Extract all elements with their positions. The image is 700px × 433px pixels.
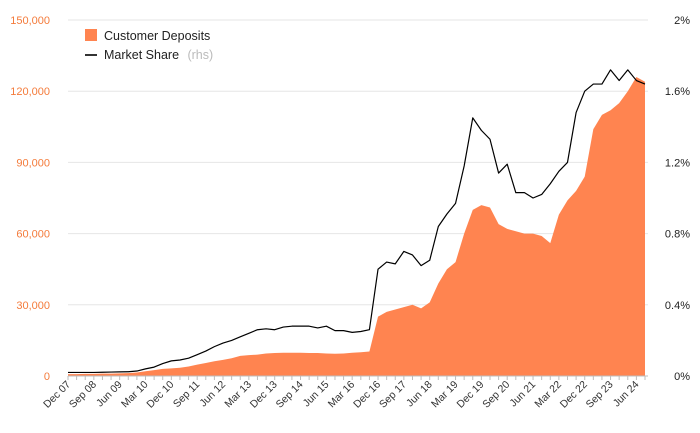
x-tick-label: Mar 10 <box>119 379 151 411</box>
x-tick-label: Sep 08 <box>67 379 99 411</box>
x-tick-label: Dec 19 <box>454 379 486 411</box>
y-right-tick-label: 1.2% <box>665 157 690 169</box>
x-tick-label: Dec 22 <box>558 379 590 411</box>
x-tick-label: Sep 14 <box>274 379 306 411</box>
y-axis-left: 0 30,000 60,000 90,000 120,000 150,000 <box>10 15 50 383</box>
x-tick-label: Jun 24 <box>611 379 642 410</box>
x-tick-label: Dec 16 <box>351 379 383 411</box>
y-right-tick-label: 1.6% <box>665 86 690 98</box>
legend-swatch-deposits <box>85 29 97 41</box>
legend-label-market-share: Market Share (rhs) <box>104 46 213 63</box>
x-tick-label: Jun 18 <box>404 379 435 410</box>
y-right-tick-label: 2% <box>674 15 690 27</box>
x-tick-label: Mar 19 <box>429 379 461 411</box>
y-right-tick-label: 0% <box>674 371 690 383</box>
x-tick-label: Jun 12 <box>197 379 228 410</box>
y-left-tick-label: 90,000 <box>16 157 50 169</box>
x-tick-label: Sep 17 <box>377 379 409 411</box>
customer-deposits-area-path <box>68 76 645 377</box>
legend-label-market-share-name: Market Share <box>104 48 179 62</box>
market-share-line-path <box>68 69 646 374</box>
x-tick-label: Dec 07 <box>41 379 73 411</box>
y-left-tick-label: 0 <box>44 371 50 383</box>
legend: Customer Deposits Market Share (rhs) <box>85 29 213 63</box>
x-tick-label: Sep 20 <box>480 379 512 411</box>
x-tick-label: Jun 21 <box>507 379 538 410</box>
x-tick-label: Sep 23 <box>584 379 616 411</box>
y-left-tick-label: 120,000 <box>10 86 50 98</box>
y-right-tick-label: 0.8% <box>665 229 690 241</box>
legend-label-deposits: Customer Deposits <box>104 29 210 43</box>
x-tick-label: Dec 13 <box>248 379 280 411</box>
x-tick-label: Mar 13 <box>222 379 254 411</box>
x-tick-label: Mar 16 <box>326 379 358 411</box>
y-left-tick-label: 30,000 <box>16 300 50 312</box>
customer-deposits-area <box>68 76 645 377</box>
x-axis <box>67 375 648 380</box>
x-tick-label: Jun 09 <box>94 379 125 410</box>
x-tick-label: Jun 15 <box>301 379 332 410</box>
y-left-tick-label: 150,000 <box>10 15 50 27</box>
x-tick-label: Sep 11 <box>171 379 203 411</box>
y-left-tick-label: 60,000 <box>16 229 50 241</box>
x-tick-label: Mar 22 <box>532 379 564 411</box>
legend-label-market-share-suffix: (rhs) <box>187 48 213 62</box>
y-axis-right: 0% 0.4% 0.8% 1.2% 1.6% 2% <box>665 15 690 383</box>
x-tick-label: Dec 10 <box>144 379 176 411</box>
y-right-tick-label: 0.4% <box>665 300 690 312</box>
market-share-line <box>68 69 646 374</box>
